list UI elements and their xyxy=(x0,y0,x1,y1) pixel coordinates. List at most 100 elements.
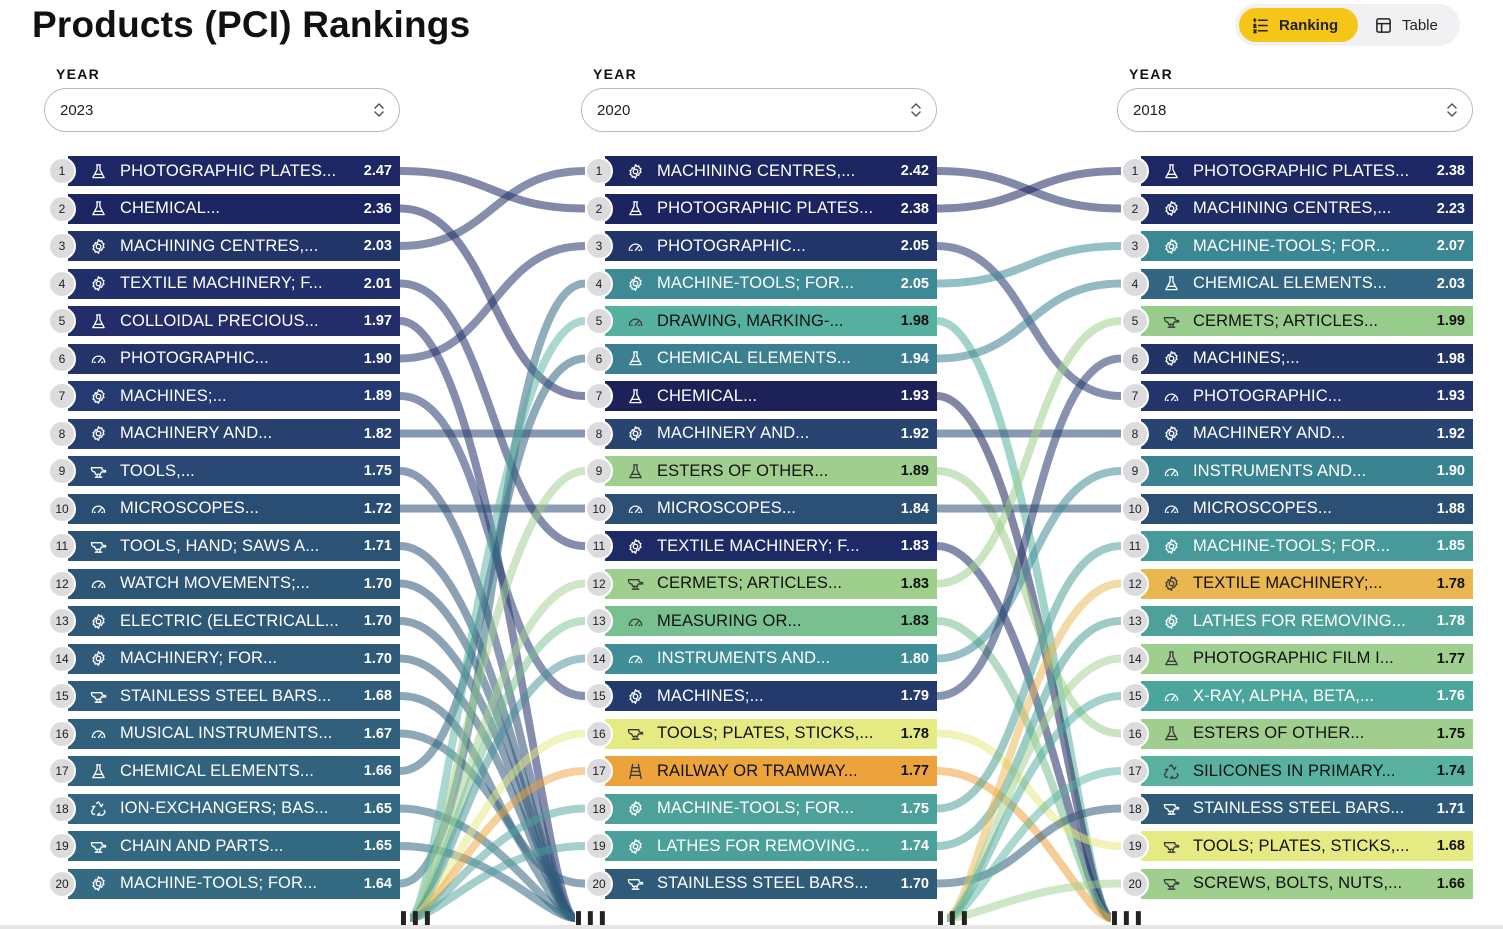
ranking-row[interactable]: 11 TEXTILE MACHINERY; F... 1.83 xyxy=(585,531,937,561)
product-bar[interactable]: MACHINES;... 1.89 xyxy=(68,381,400,411)
product-bar[interactable]: MACHINES;... 1.79 xyxy=(605,681,937,711)
ranking-row[interactable]: 19 TOOLS; PLATES, STICKS,... 1.68 xyxy=(1121,831,1473,861)
ranking-row[interactable]: 15 X-RAY, ALPHA, BETA,... 1.76 xyxy=(1121,681,1473,711)
ranking-row[interactable]: 16 ESTERS OF OTHER... 1.75 xyxy=(1121,718,1473,749)
ranking-row[interactable]: 13 MEASURING OR... 1.83 xyxy=(585,606,937,636)
product-bar[interactable]: MACHINING CENTRES,... 2.42 xyxy=(605,156,937,186)
ranking-row[interactable]: 7 CHEMICAL... 1.93 xyxy=(585,381,937,411)
product-bar[interactable]: CERMETS; ARTICLES... 1.83 xyxy=(605,568,937,599)
ranking-row[interactable]: 2 MACHINING CENTRES,... 2.23 xyxy=(1121,193,1473,224)
ranking-row[interactable]: 6 CHEMICAL ELEMENTS... 1.94 xyxy=(585,343,937,374)
product-bar[interactable]: PHOTOGRAPHIC PLATES... 2.47 xyxy=(68,156,400,186)
product-bar[interactable]: MACHINES;... 1.98 xyxy=(1141,343,1473,374)
product-bar[interactable]: MACHINE-TOOLS; FOR... 1.85 xyxy=(1141,531,1473,561)
product-bar[interactable]: STAINLESS STEEL BARS... 1.71 xyxy=(1141,793,1473,824)
product-bar[interactable]: SILICONES IN PRIMARY... 1.74 xyxy=(1141,756,1473,786)
year-select[interactable]: 2023 xyxy=(44,88,400,132)
year-select[interactable]: 2018 xyxy=(1117,88,1473,132)
ranking-row[interactable]: 8 MACHINERY AND... 1.82 xyxy=(48,418,400,449)
ranking-row[interactable]: 10 MICROSCOPES... 1.88 xyxy=(1121,493,1473,524)
ranking-row[interactable]: 10 MICROSCOPES... 1.72 xyxy=(48,493,400,524)
product-bar[interactable]: MICROSCOPES... 1.88 xyxy=(1141,493,1473,524)
ranking-row[interactable]: 13 ELECTRIC (ELECTRICALL... 1.70 xyxy=(48,606,400,636)
product-bar[interactable]: CHEMICAL... 2.36 xyxy=(68,193,400,224)
ranking-row[interactable]: 5 COLLOIDAL PRECIOUS... 1.97 xyxy=(48,306,400,336)
product-bar[interactable]: X-RAY, ALPHA, BETA,... 1.76 xyxy=(1141,681,1473,711)
ranking-row[interactable]: 3 MACHINE-TOOLS; FOR... 2.07 xyxy=(1121,231,1473,261)
product-bar[interactable]: TEXTILE MACHINERY; F... 2.01 xyxy=(68,268,400,299)
ranking-row[interactable]: 17 CHEMICAL ELEMENTS... 1.66 xyxy=(48,756,400,786)
product-bar[interactable]: MACHINE-TOOLS; FOR... 1.75 xyxy=(605,793,937,824)
product-bar[interactable]: MACHINERY; FOR... 1.70 xyxy=(68,643,400,674)
product-bar[interactable]: TEXTILE MACHINERY;... 1.78 xyxy=(1141,568,1473,599)
product-bar[interactable]: TEXTILE MACHINERY; F... 1.83 xyxy=(605,531,937,561)
product-bar[interactable]: PHOTOGRAPHIC FILM I... 1.77 xyxy=(1141,643,1473,674)
ranking-row[interactable]: 16 MUSICAL INSTRUMENTS... 1.67 xyxy=(48,718,400,749)
ranking-row[interactable]: 2 CHEMICAL... 2.36 xyxy=(48,193,400,224)
product-bar[interactable]: TOOLS; PLATES, STICKS,... 1.68 xyxy=(1141,831,1473,861)
product-bar[interactable]: RAILWAY OR TRAMWAY... 1.77 xyxy=(605,756,937,786)
product-bar[interactable]: TOOLS, HAND; SAWS A... 1.71 xyxy=(68,531,400,561)
product-bar[interactable]: MICROSCOPES... 1.72 xyxy=(68,493,400,524)
product-bar[interactable]: PHOTOGRAPHIC... 1.90 xyxy=(68,343,400,374)
product-bar[interactable]: MEASURING OR... 1.83 xyxy=(605,606,937,636)
ranking-row[interactable]: 18 STAINLESS STEEL BARS... 1.71 xyxy=(1121,793,1473,824)
ranking-row[interactable]: 14 PHOTOGRAPHIC FILM I... 1.77 xyxy=(1121,643,1473,674)
ranking-row[interactable]: 13 LATHES FOR REMOVING... 1.78 xyxy=(1121,606,1473,636)
ranking-row[interactable]: 14 MACHINERY; FOR... 1.70 xyxy=(48,643,400,674)
product-bar[interactable]: MACHINERY AND... 1.82 xyxy=(68,418,400,449)
ranking-row[interactable]: 1 PHOTOGRAPHIC PLATES... 2.38 xyxy=(1121,156,1473,186)
product-bar[interactable]: PHOTOGRAPHIC PLATES... 2.38 xyxy=(1141,156,1473,186)
ranking-row[interactable]: 19 LATHES FOR REMOVING... 1.74 xyxy=(585,831,937,861)
product-bar[interactable]: ESTERS OF OTHER... 1.75 xyxy=(1141,718,1473,749)
ranking-row[interactable]: 5 CERMETS; ARTICLES... 1.99 xyxy=(1121,306,1473,336)
ranking-row[interactable]: 18 ION-EXCHANGERS; BAS... 1.65 xyxy=(48,793,400,824)
product-bar[interactable]: INSTRUMENTS AND... 1.80 xyxy=(605,643,937,674)
product-bar[interactable]: MACHINE-TOOLS; FOR... 2.07 xyxy=(1141,231,1473,261)
product-bar[interactable]: CHEMICAL ELEMENTS... 2.03 xyxy=(1141,268,1473,299)
product-bar[interactable]: LATHES FOR REMOVING... 1.74 xyxy=(605,831,937,861)
ranking-row[interactable]: 1 PHOTOGRAPHIC PLATES... 2.47 xyxy=(48,156,400,186)
ranking-row[interactable]: 17 SILICONES IN PRIMARY... 1.74 xyxy=(1121,756,1473,786)
ranking-view-button[interactable]: Ranking xyxy=(1239,8,1358,42)
product-bar[interactable]: WATCH MOVEMENTS;... 1.70 xyxy=(68,568,400,599)
ranking-row[interactable]: 6 MACHINES;... 1.98 xyxy=(1121,343,1473,374)
product-bar[interactable]: CHEMICAL ELEMENTS... 1.94 xyxy=(605,343,937,374)
product-bar[interactable]: ION-EXCHANGERS; BAS... 1.65 xyxy=(68,793,400,824)
product-bar[interactable]: INSTRUMENTS AND... 1.90 xyxy=(1141,456,1473,486)
horizontal-scrollbar[interactable] xyxy=(0,925,1503,929)
ranking-row[interactable]: 4 CHEMICAL ELEMENTS... 2.03 xyxy=(1121,268,1473,299)
ranking-row[interactable]: 12 TEXTILE MACHINERY;... 1.78 xyxy=(1121,568,1473,599)
product-bar[interactable]: MUSICAL INSTRUMENTS... 1.67 xyxy=(68,718,400,749)
product-bar[interactable]: TOOLS,... 1.75 xyxy=(68,456,400,486)
ranking-row[interactable]: 17 RAILWAY OR TRAMWAY... 1.77 xyxy=(585,756,937,786)
ranking-row[interactable]: 3 MACHINING CENTRES,... 2.03 xyxy=(48,231,400,261)
product-bar[interactable]: MACHINERY AND... 1.92 xyxy=(1141,418,1473,449)
ranking-row[interactable]: 20 SCREWS, BOLTS, NUTS,... 1.66 xyxy=(1121,868,1473,899)
ranking-row[interactable]: 18 MACHINE-TOOLS; FOR... 1.75 xyxy=(585,793,937,824)
product-bar[interactable]: CHAIN AND PARTS... 1.65 xyxy=(68,831,400,861)
ranking-row[interactable]: 12 CERMETS; ARTICLES... 1.83 xyxy=(585,568,937,599)
ranking-row[interactable]: 9 ESTERS OF OTHER... 1.89 xyxy=(585,456,937,486)
table-view-button[interactable]: Table xyxy=(1362,8,1456,42)
ranking-row[interactable]: 11 TOOLS, HAND; SAWS A... 1.71 xyxy=(48,531,400,561)
ranking-row[interactable]: 4 TEXTILE MACHINERY; F... 2.01 xyxy=(48,268,400,299)
product-bar[interactable]: CERMETS; ARTICLES... 1.99 xyxy=(1141,306,1473,336)
ranking-row[interactable]: 8 MACHINERY AND... 1.92 xyxy=(585,418,937,449)
product-bar[interactable]: ELECTRIC (ELECTRICALL... 1.70 xyxy=(68,606,400,636)
ranking-row[interactable]: 2 PHOTOGRAPHIC PLATES... 2.38 xyxy=(585,193,937,224)
ranking-row[interactable]: 19 CHAIN AND PARTS... 1.65 xyxy=(48,831,400,861)
ranking-row[interactable]: 1 MACHINING CENTRES,... 2.42 xyxy=(585,156,937,186)
ranking-row[interactable]: 6 PHOTOGRAPHIC... 1.90 xyxy=(48,343,400,374)
ranking-row[interactable]: 20 MACHINE-TOOLS; FOR... 1.64 xyxy=(48,868,400,899)
product-bar[interactable]: STAINLESS STEEL BARS... 1.68 xyxy=(68,681,400,711)
year-select[interactable]: 2020 xyxy=(581,88,937,132)
product-bar[interactable]: MACHINING CENTRES,... 2.23 xyxy=(1141,193,1473,224)
product-bar[interactable]: STAINLESS STEEL BARS... 1.70 xyxy=(605,868,937,899)
ranking-row[interactable]: 8 MACHINERY AND... 1.92 xyxy=(1121,418,1473,449)
ranking-row[interactable]: 5 DRAWING, MARKING-... 1.98 xyxy=(585,306,937,336)
product-bar[interactable]: LATHES FOR REMOVING... 1.78 xyxy=(1141,606,1473,636)
ranking-row[interactable]: 16 TOOLS; PLATES, STICKS,... 1.78 xyxy=(585,718,937,749)
product-bar[interactable]: ESTERS OF OTHER... 1.89 xyxy=(605,456,937,486)
ranking-row[interactable]: 4 MACHINE-TOOLS; FOR... 2.05 xyxy=(585,268,937,299)
